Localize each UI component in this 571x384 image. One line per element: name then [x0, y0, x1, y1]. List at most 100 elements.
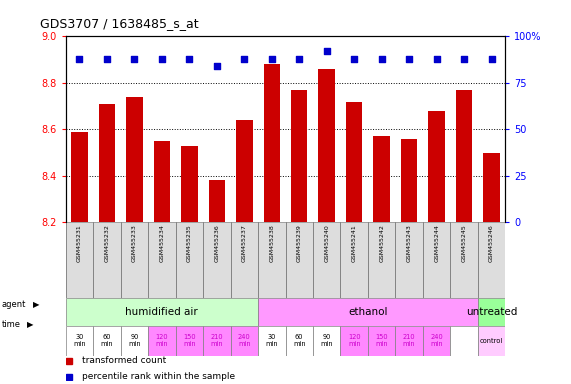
Point [75, 56, 84, 62]
Point [240, 56, 249, 62]
Text: GSM455236: GSM455236 [214, 225, 219, 262]
Text: ▶: ▶ [27, 320, 34, 329]
Text: GSM455232: GSM455232 [104, 225, 110, 262]
Point [432, 56, 441, 62]
Bar [181, 146, 198, 222]
FancyBboxPatch shape [93, 326, 120, 356]
FancyBboxPatch shape [423, 222, 451, 298]
Text: 120
min: 120 min [155, 334, 168, 347]
Text: GSM455245: GSM455245 [461, 225, 467, 262]
Text: 240
min: 240 min [431, 334, 443, 347]
FancyBboxPatch shape [395, 222, 423, 298]
Text: 60
min: 60 min [293, 334, 305, 347]
Text: 150
min: 150 min [183, 334, 196, 347]
FancyBboxPatch shape [258, 326, 286, 356]
FancyBboxPatch shape [66, 326, 93, 356]
Text: GSM455244: GSM455244 [434, 225, 439, 262]
Text: agent: agent [2, 300, 26, 309]
Text: time: time [2, 320, 21, 329]
FancyBboxPatch shape [66, 298, 258, 326]
Bar [456, 90, 472, 222]
Point [405, 56, 414, 62]
Text: GSM455240: GSM455240 [324, 225, 329, 262]
FancyBboxPatch shape [176, 222, 203, 298]
FancyBboxPatch shape [120, 222, 148, 298]
Text: percentile rank within the sample: percentile rank within the sample [82, 372, 235, 381]
Bar [208, 180, 225, 222]
FancyBboxPatch shape [231, 222, 258, 298]
FancyBboxPatch shape [203, 326, 231, 356]
FancyBboxPatch shape [478, 326, 505, 356]
Point [157, 56, 166, 62]
Bar [236, 120, 252, 222]
Text: 60
min: 60 min [100, 334, 113, 347]
Bar [126, 97, 143, 222]
FancyBboxPatch shape [286, 326, 313, 356]
Text: ethanol: ethanol [348, 307, 388, 317]
Bar [319, 69, 335, 222]
Text: 210
min: 210 min [211, 334, 223, 347]
Text: 30
min: 30 min [73, 334, 86, 347]
Point [460, 56, 469, 62]
FancyBboxPatch shape [313, 326, 340, 356]
FancyBboxPatch shape [148, 326, 176, 356]
Bar [154, 141, 170, 222]
Bar [71, 132, 88, 222]
Text: GSM455233: GSM455233 [132, 225, 137, 262]
Bar [264, 65, 280, 222]
FancyBboxPatch shape [66, 222, 93, 298]
FancyBboxPatch shape [368, 222, 395, 298]
Text: GSM455234: GSM455234 [159, 225, 164, 262]
Text: untreated: untreated [466, 307, 517, 317]
Text: control: control [480, 338, 503, 344]
Text: GSM455235: GSM455235 [187, 225, 192, 262]
Point [102, 56, 111, 62]
Text: GDS3707 / 1638485_s_at: GDS3707 / 1638485_s_at [40, 17, 199, 30]
FancyBboxPatch shape [176, 326, 203, 356]
Point [130, 56, 139, 62]
FancyBboxPatch shape [478, 222, 505, 298]
Text: 90
min: 90 min [128, 334, 140, 347]
FancyBboxPatch shape [286, 222, 313, 298]
Text: 90
min: 90 min [320, 334, 333, 347]
Text: GSM455243: GSM455243 [407, 225, 412, 262]
Text: GSM455246: GSM455246 [489, 225, 494, 262]
Text: transformed count: transformed count [82, 356, 167, 365]
Bar [99, 104, 115, 222]
Point [349, 56, 359, 62]
Point [185, 56, 194, 62]
FancyBboxPatch shape [451, 326, 478, 356]
Bar [291, 90, 308, 222]
Text: 120
min: 120 min [348, 334, 360, 347]
Bar [428, 111, 445, 222]
Bar [373, 136, 390, 222]
FancyBboxPatch shape [120, 326, 148, 356]
Text: GSM455231: GSM455231 [77, 225, 82, 262]
Point [322, 48, 331, 55]
Text: GSM455238: GSM455238 [270, 225, 274, 262]
Point [212, 63, 222, 69]
FancyBboxPatch shape [231, 326, 258, 356]
FancyBboxPatch shape [93, 222, 120, 298]
FancyBboxPatch shape [368, 326, 395, 356]
Text: 210
min: 210 min [403, 334, 416, 347]
Text: 240
min: 240 min [238, 334, 251, 347]
Text: GSM455239: GSM455239 [297, 225, 301, 262]
Text: ▶: ▶ [33, 300, 39, 309]
FancyBboxPatch shape [478, 298, 505, 326]
Bar [483, 152, 500, 222]
FancyBboxPatch shape [258, 222, 286, 298]
FancyBboxPatch shape [258, 298, 478, 326]
FancyBboxPatch shape [451, 222, 478, 298]
Point [487, 56, 496, 62]
Bar [401, 139, 417, 222]
FancyBboxPatch shape [148, 222, 176, 298]
Text: 150
min: 150 min [375, 334, 388, 347]
Text: 30
min: 30 min [266, 334, 278, 347]
Text: GSM455237: GSM455237 [242, 225, 247, 262]
Text: humidified air: humidified air [126, 307, 198, 317]
Text: GSM455242: GSM455242 [379, 225, 384, 262]
Text: GSM455241: GSM455241 [352, 225, 357, 262]
FancyBboxPatch shape [423, 326, 451, 356]
Point [295, 56, 304, 62]
